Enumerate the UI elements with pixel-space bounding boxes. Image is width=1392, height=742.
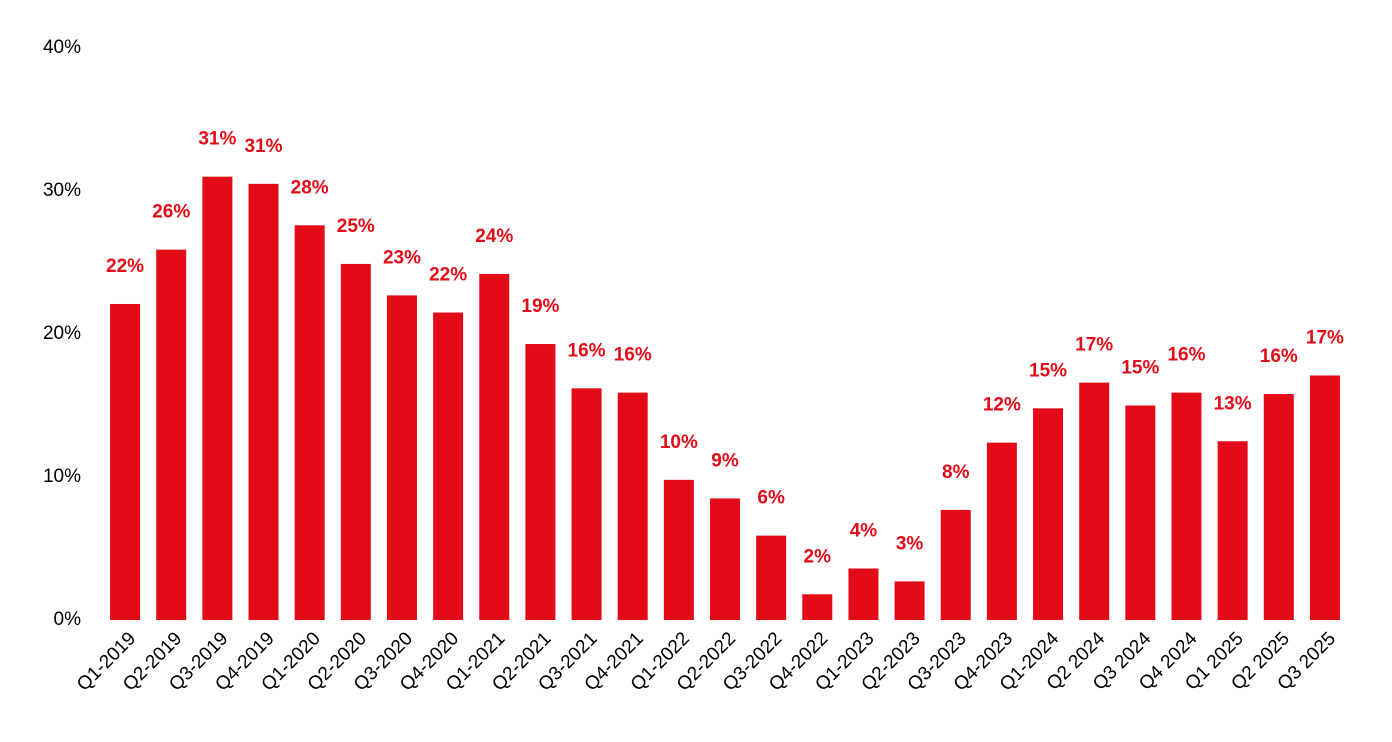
bar: [802, 594, 833, 620]
bar: [1309, 375, 1340, 620]
value-label: 24%: [475, 226, 513, 247]
value-label: 26%: [152, 202, 190, 223]
value-label: 22%: [106, 256, 144, 277]
bar: [1171, 392, 1202, 620]
value-label: 19%: [521, 296, 559, 317]
bar: [1079, 382, 1110, 620]
value-label: 2%: [804, 546, 832, 567]
bar: [1033, 408, 1064, 620]
value-label: 16%: [1167, 345, 1205, 366]
bar: [848, 568, 879, 620]
bar: [248, 183, 279, 620]
bar: [340, 263, 371, 620]
value-label: 6%: [757, 488, 785, 509]
value-label: 31%: [245, 136, 283, 157]
y-tick-label: 0%: [54, 609, 82, 630]
bar: [986, 442, 1017, 620]
value-label: 17%: [1075, 335, 1113, 356]
y-tick-label: 30%: [43, 180, 81, 201]
bar: [386, 295, 417, 620]
bar: [663, 479, 694, 620]
bar: [525, 344, 556, 620]
value-label: 15%: [1029, 360, 1067, 381]
bar: [710, 498, 740, 620]
y-tick-label: 40%: [43, 37, 81, 58]
value-label: 23%: [383, 247, 421, 268]
bar: [756, 535, 787, 620]
value-label: 8%: [942, 462, 970, 483]
bar: [433, 312, 464, 620]
value-label: 25%: [337, 216, 375, 237]
value-label: 9%: [711, 450, 739, 471]
value-label: 16%: [1260, 346, 1298, 367]
bar: [110, 303, 141, 620]
y-tick-label: 20%: [43, 323, 81, 344]
value-label: 15%: [1121, 358, 1159, 379]
value-label: 28%: [291, 177, 329, 198]
bar: [571, 388, 602, 620]
bar: [202, 176, 233, 620]
value-label: 31%: [198, 129, 236, 150]
y-tick-label: 10%: [43, 466, 81, 487]
bar: [940, 509, 971, 620]
bar: [1125, 405, 1156, 620]
value-label: 16%: [614, 345, 652, 366]
value-label: 16%: [568, 340, 606, 361]
value-label: 4%: [850, 521, 878, 542]
bar: [479, 273, 510, 620]
bar: [156, 249, 187, 620]
value-label: 3%: [896, 533, 924, 554]
bar: [294, 225, 325, 620]
bar: [617, 392, 648, 620]
value-label: 17%: [1306, 327, 1344, 348]
bar: [1217, 441, 1248, 620]
bar: [1263, 394, 1294, 620]
value-label: 10%: [660, 432, 698, 453]
value-label: 13%: [1214, 393, 1252, 414]
bar: [894, 581, 925, 620]
value-label: 12%: [983, 395, 1021, 416]
value-label: 22%: [429, 265, 467, 286]
